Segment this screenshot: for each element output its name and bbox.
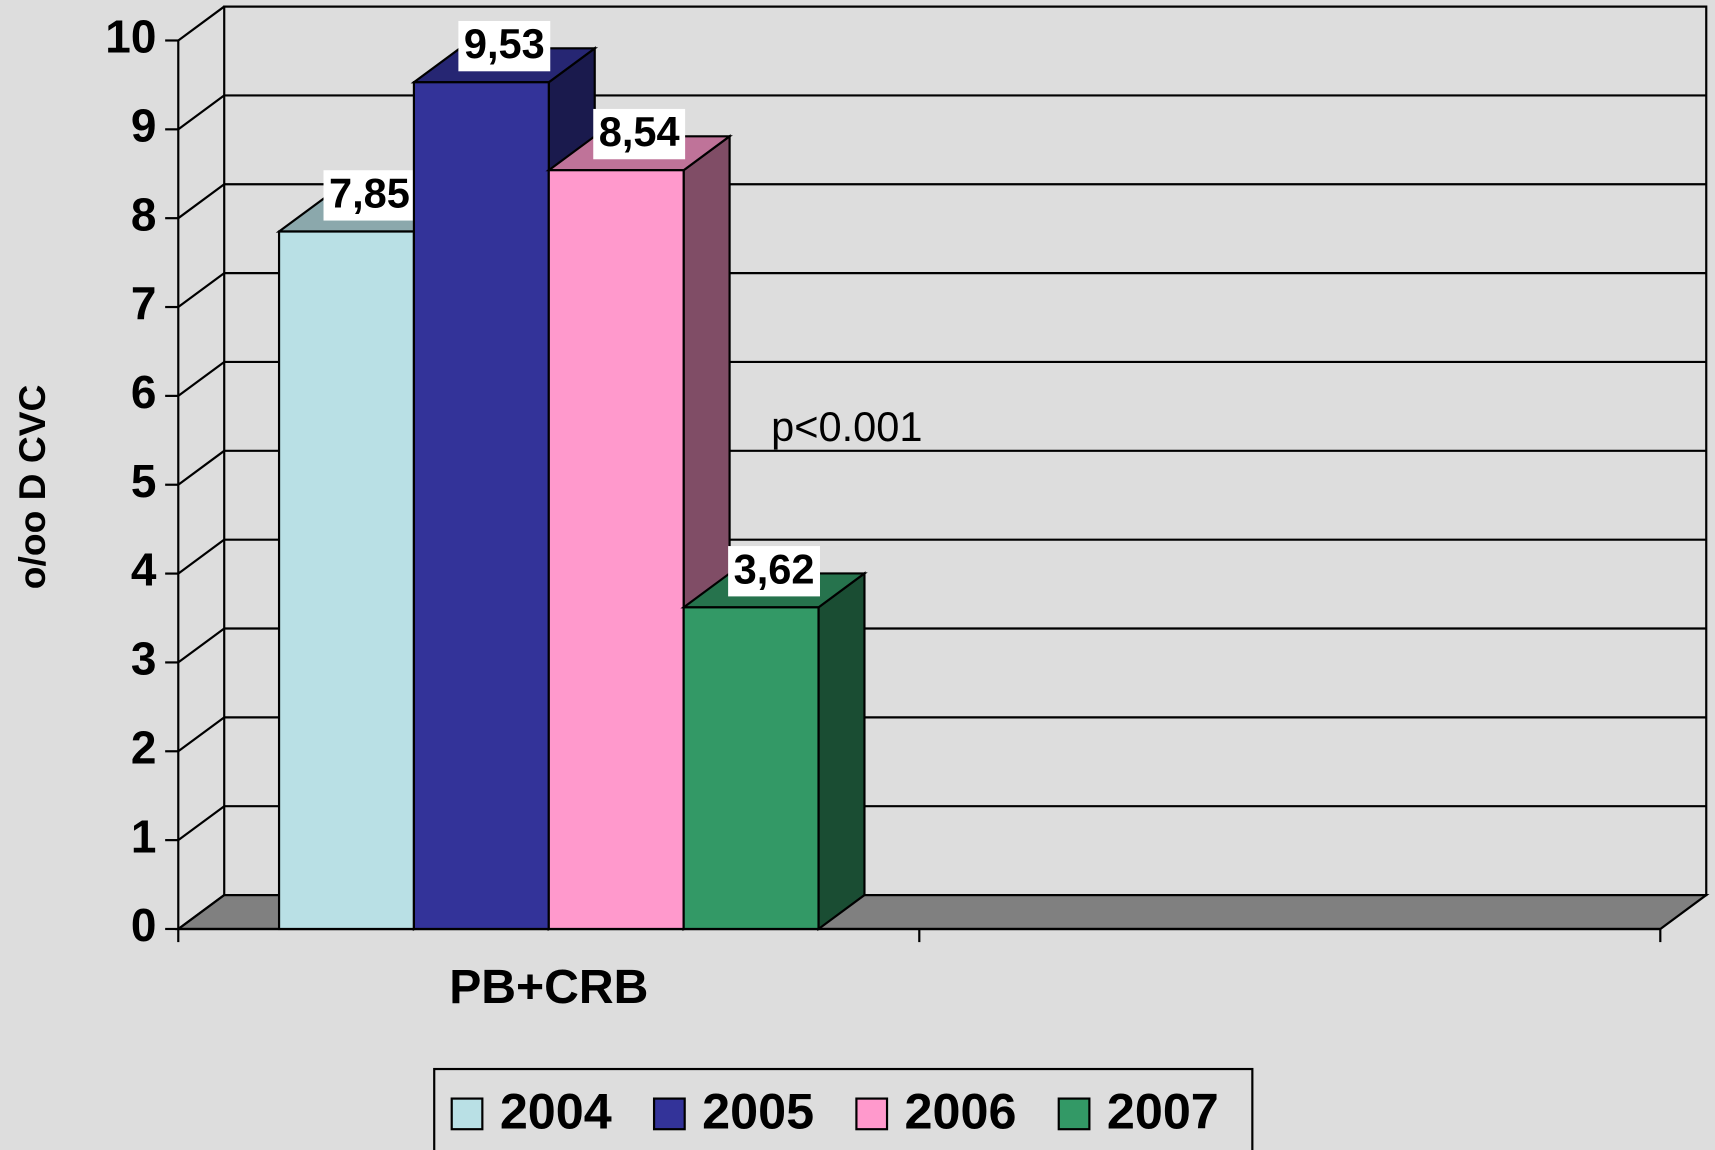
side-grid-line bbox=[177, 627, 225, 664]
y-tick-label: 3 bbox=[131, 633, 157, 685]
side-grid-line bbox=[177, 272, 225, 308]
y-tick-label: 5 bbox=[131, 455, 157, 507]
y-tick-label: 7 bbox=[131, 277, 157, 329]
y-tick-label: 1 bbox=[131, 810, 157, 862]
value-label: 7,85 bbox=[329, 169, 410, 216]
y-tick-label: 2 bbox=[131, 721, 157, 773]
y-tick-label: 10 bbox=[105, 11, 156, 63]
legend-swatch bbox=[450, 1097, 484, 1131]
y-axis-title: o/oo D CVC bbox=[11, 385, 53, 590]
side-grid-line bbox=[177, 716, 225, 753]
y-tick-label: 4 bbox=[131, 544, 157, 596]
y-tick-label: 9 bbox=[131, 99, 157, 151]
y-tick-label: 8 bbox=[131, 188, 157, 240]
legend-label: 2004 bbox=[500, 1082, 612, 1139]
side-grid-line bbox=[177, 894, 225, 930]
legend-swatch bbox=[652, 1097, 686, 1131]
side-grid-line bbox=[177, 361, 225, 397]
value-label-bg bbox=[323, 170, 416, 221]
legend-label: 2005 bbox=[702, 1082, 814, 1139]
side-grid-line bbox=[177, 183, 225, 220]
legend-swatch bbox=[1057, 1097, 1091, 1131]
bar bbox=[682, 606, 820, 931]
legend-swatch bbox=[855, 1097, 889, 1131]
side-grid-line bbox=[177, 94, 225, 131]
bar bbox=[547, 169, 685, 931]
legend-label: 2007 bbox=[1107, 1082, 1219, 1139]
side-grid-line bbox=[177, 449, 225, 486]
value-label: 8,54 bbox=[599, 108, 680, 155]
y-tick-label: 0 bbox=[131, 899, 157, 951]
value-label: 3,62 bbox=[734, 545, 815, 592]
bar bbox=[412, 81, 550, 931]
legend-label: 2006 bbox=[905, 1082, 1017, 1139]
bar-side bbox=[817, 571, 866, 932]
legend: 2004 2005 2006 2007 bbox=[433, 1067, 1254, 1150]
value-label: 9,53 bbox=[464, 20, 545, 67]
annotation: p<0.001 bbox=[771, 403, 922, 450]
side-grid-line bbox=[177, 538, 225, 575]
x-tick-label: PB+CRB bbox=[449, 960, 648, 1014]
value-label-bg bbox=[458, 20, 551, 72]
side-grid-line bbox=[177, 5, 225, 42]
value-label-bg bbox=[593, 108, 686, 160]
legend-box bbox=[433, 1067, 1254, 1150]
y-tick-label: 6 bbox=[131, 366, 157, 418]
side-grid-line bbox=[177, 805, 225, 842]
value-label-bg bbox=[728, 546, 820, 597]
bar bbox=[277, 230, 416, 931]
